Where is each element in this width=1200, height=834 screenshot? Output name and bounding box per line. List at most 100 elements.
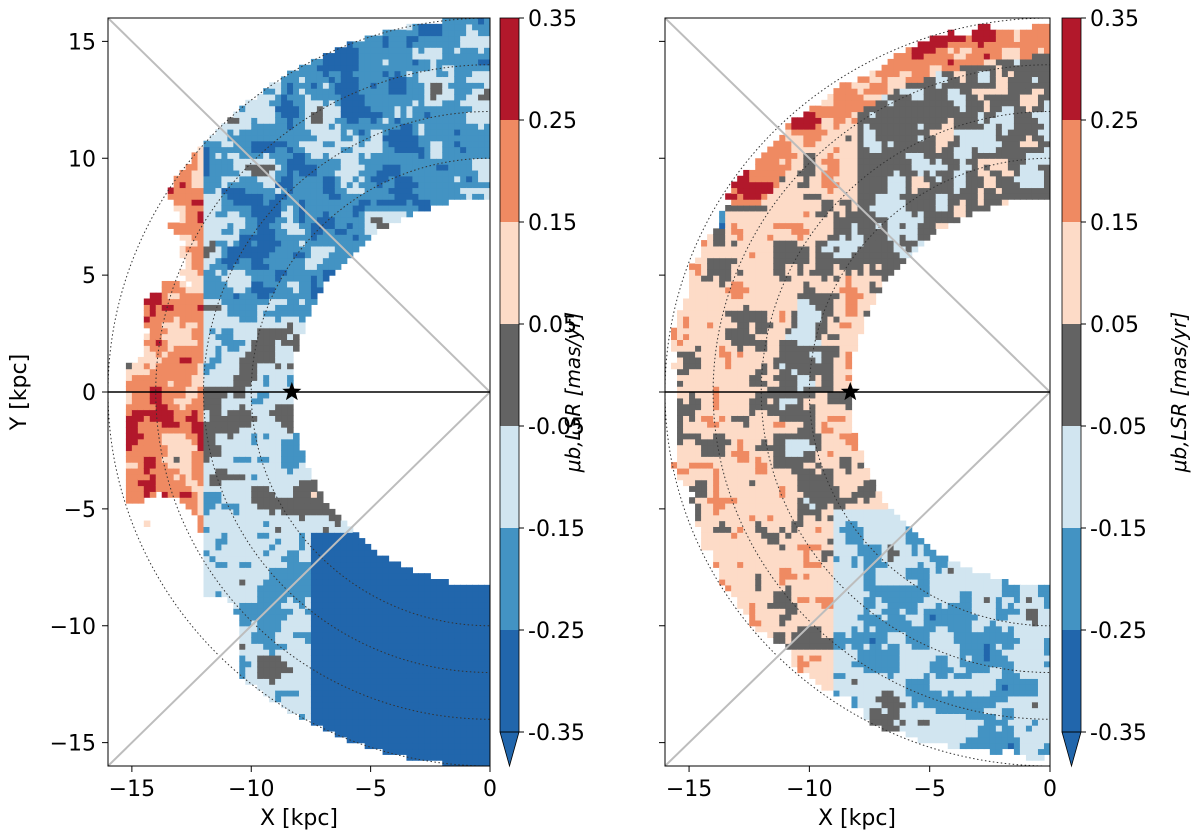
heatmap-cell [281,380,288,387]
heatmap-cell [221,368,228,376]
heatmap-cell [167,339,175,346]
heatmap-cell [352,76,360,83]
heatmap-cell [394,707,402,714]
heatmap-cell [251,140,258,148]
heatmap-cell [737,380,744,387]
heatmap-cell [299,649,306,656]
heatmap-cell [281,479,288,487]
heatmap-cell [472,666,479,674]
heatmap-cell [197,403,205,411]
heatmap-cell [412,719,419,726]
heatmap-cell [400,614,408,621]
heatmap-cell [340,625,348,633]
heatmap-cell [460,678,467,685]
heatmap-cell [233,567,240,574]
heatmap-cell [689,485,696,492]
heatmap-cell [388,187,396,194]
heatmap-cell [334,614,342,621]
heatmap-cell [257,193,264,200]
heatmap-cell [707,497,714,504]
heatmap-cell [731,573,738,580]
heatmap-cell [245,473,252,481]
heatmap-cell [743,485,750,492]
heatmap-cell [275,450,282,457]
heatmap-cell [263,88,270,95]
heatmap-cell [412,105,419,113]
heatmap-cell [448,584,455,592]
heatmap-cell [287,210,294,218]
heatmap-cell [155,316,163,323]
heatmap-cell [340,678,348,685]
heatmap-cell [167,345,175,352]
heatmap-cell [209,561,217,568]
heatmap-cell [376,725,384,732]
heatmap-cell [125,450,133,457]
heatmap-cell [257,421,264,428]
heatmap-cell [424,654,431,662]
heatmap-cell [472,93,479,101]
heatmap-cell [155,386,163,393]
heatmap-cell [334,584,342,592]
heatmap-cell [304,643,312,650]
heatmap-cell [257,637,264,644]
heatmap-cell [293,298,300,305]
heatmap-cell [215,321,223,329]
heatmap-cell [167,362,175,370]
heatmap-cell [293,117,300,124]
heatmap-cell [275,608,282,615]
heatmap-cell [406,47,414,54]
heatmap-cell [227,561,234,568]
heatmap-cell [191,321,199,329]
heatmap-cell [388,684,396,691]
heatmap-cell [179,175,187,183]
heatmap-cell [221,187,228,194]
heatmap-cell [412,53,419,60]
heatmap-cell [191,257,199,265]
heatmap-cell [430,35,437,42]
heatmap-cell [263,205,270,212]
heatmap-cell [701,345,708,352]
heatmap-cell [233,152,240,159]
heatmap-cell [155,415,163,422]
heatmap-cell [346,152,354,159]
heatmap-cell [358,596,366,603]
heatmap-cell [424,152,431,159]
heatmap-cell [695,503,702,510]
heatmap-cell [713,561,720,568]
heatmap-cell [689,497,696,504]
heatmap-cell [197,467,205,475]
diagonal-line [108,18,490,393]
heatmap-cell [227,526,234,533]
heatmap-cell [719,409,726,416]
heatmap-cell [251,579,258,586]
heatmap-cell [466,619,473,627]
heatmap-cell [436,76,443,83]
heatmap-cell [346,614,354,621]
heatmap-cell [328,193,336,200]
heatmap-cell [719,462,726,469]
heatmap-cell [257,415,264,422]
heatmap-cell [719,263,726,270]
heatmap-cell [257,362,264,370]
heatmap-cell [304,549,312,557]
heatmap-cell [125,432,133,440]
heatmap-cell [382,129,390,136]
heatmap-cell [245,438,252,446]
heatmap-cell [304,619,312,627]
heatmap-cell [394,695,402,703]
heatmap-cell [203,321,211,329]
heatmap-cell [269,491,276,498]
heatmap-cell [400,742,408,750]
heatmap-cell [701,275,708,282]
heatmap-cell [376,152,384,159]
heatmap-cell [677,339,684,346]
heatmap-cell [269,310,276,317]
heatmap-cell [418,58,425,66]
heatmap-cell [203,421,211,428]
heatmap-cell [203,526,211,533]
heatmap-cell [131,380,139,387]
heatmap-cell [239,421,246,428]
heatmap-cell [370,93,378,101]
heatmap-cell [695,275,702,282]
heatmap-cell [412,140,419,148]
